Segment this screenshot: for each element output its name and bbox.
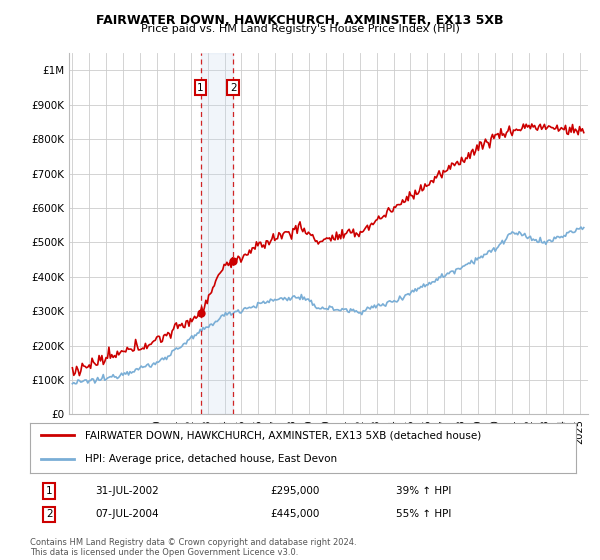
Text: Price paid vs. HM Land Registry's House Price Index (HPI): Price paid vs. HM Land Registry's House … [140,24,460,34]
Text: 31-JUL-2002: 31-JUL-2002 [95,486,159,496]
Text: HPI: Average price, detached house, East Devon: HPI: Average price, detached house, East… [85,454,337,464]
Text: 2: 2 [230,83,236,92]
Text: £445,000: £445,000 [270,509,320,519]
Text: 1: 1 [46,486,52,496]
Text: FAIRWATER DOWN, HAWKCHURCH, AXMINSTER, EX13 5XB: FAIRWATER DOWN, HAWKCHURCH, AXMINSTER, E… [96,14,504,27]
Text: FAIRWATER DOWN, HAWKCHURCH, AXMINSTER, EX13 5XB (detached house): FAIRWATER DOWN, HAWKCHURCH, AXMINSTER, E… [85,431,481,440]
Text: 55% ↑ HPI: 55% ↑ HPI [396,509,451,519]
Text: 2: 2 [46,509,52,519]
Bar [200,53,233,414]
Text: 07-JUL-2004: 07-JUL-2004 [95,509,159,519]
Text: £295,000: £295,000 [270,486,320,496]
Text: 39% ↑ HPI: 39% ↑ HPI [396,486,451,496]
Text: Contains HM Land Registry data © Crown copyright and database right 2024.
This d: Contains HM Land Registry data © Crown c… [30,538,356,557]
Text: 1: 1 [197,83,204,92]
